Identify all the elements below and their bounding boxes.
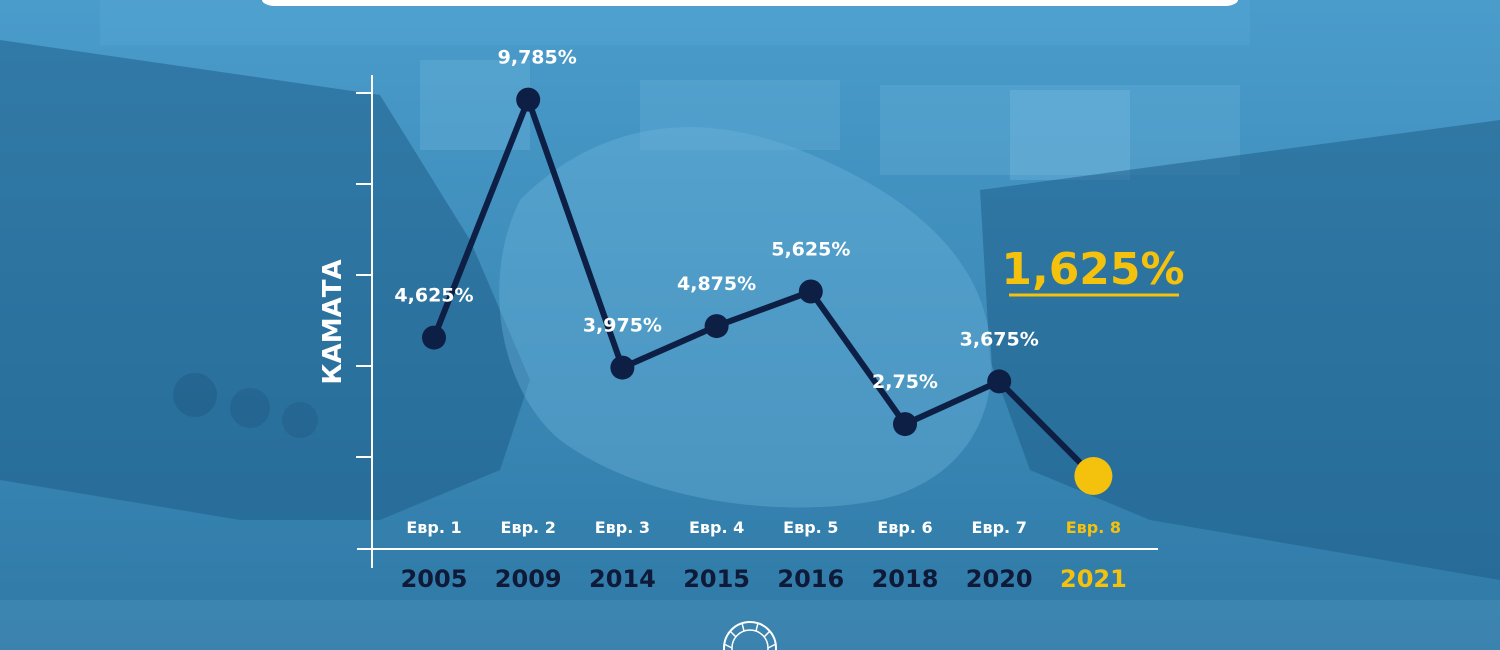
emblem-logo xyxy=(723,621,777,650)
data-point xyxy=(893,412,917,437)
category-label: Евр. 8 xyxy=(1066,518,1121,537)
series-line xyxy=(431,96,1097,479)
year-tick-label: 2016 xyxy=(777,565,844,593)
data-point xyxy=(422,325,446,350)
highlight-data-point xyxy=(1074,457,1113,495)
category-label: Евр. 5 xyxy=(783,518,838,537)
category-label: Евр. 7 xyxy=(972,518,1027,537)
data-label: 3,975% xyxy=(583,315,662,337)
year-tick-label: 2021 xyxy=(1060,565,1127,593)
y-axis-label: КАМАТА xyxy=(318,259,348,384)
category-label: Евр. 3 xyxy=(595,518,650,537)
data-label: 5,625% xyxy=(771,239,850,261)
year-tick-label: 2020 xyxy=(966,565,1033,593)
data-point xyxy=(798,279,823,304)
data-point xyxy=(987,369,1012,394)
data-label: 3,675% xyxy=(960,328,1039,350)
data-label: 9,785% xyxy=(498,47,577,69)
data-label: 4,875% xyxy=(677,273,756,295)
category-label: Евр. 6 xyxy=(877,518,932,537)
data-label: 4,625% xyxy=(394,285,473,307)
data-point xyxy=(610,355,635,380)
category-label: Евр. 4 xyxy=(689,518,744,537)
year-tick-label: 2018 xyxy=(872,565,939,593)
highlight-value: 1,625% xyxy=(1001,244,1184,295)
data-point xyxy=(704,314,729,339)
category-label: Евр. 2 xyxy=(501,518,556,537)
data-point xyxy=(516,87,541,112)
year-tick-label: 2009 xyxy=(495,565,562,593)
data-label: 2,75% xyxy=(872,371,938,393)
year-tick-label: 2005 xyxy=(401,565,468,593)
category-label: Евр. 1 xyxy=(406,518,461,537)
year-tick-label: 2014 xyxy=(589,565,656,593)
year-tick-label: 2015 xyxy=(683,565,750,593)
